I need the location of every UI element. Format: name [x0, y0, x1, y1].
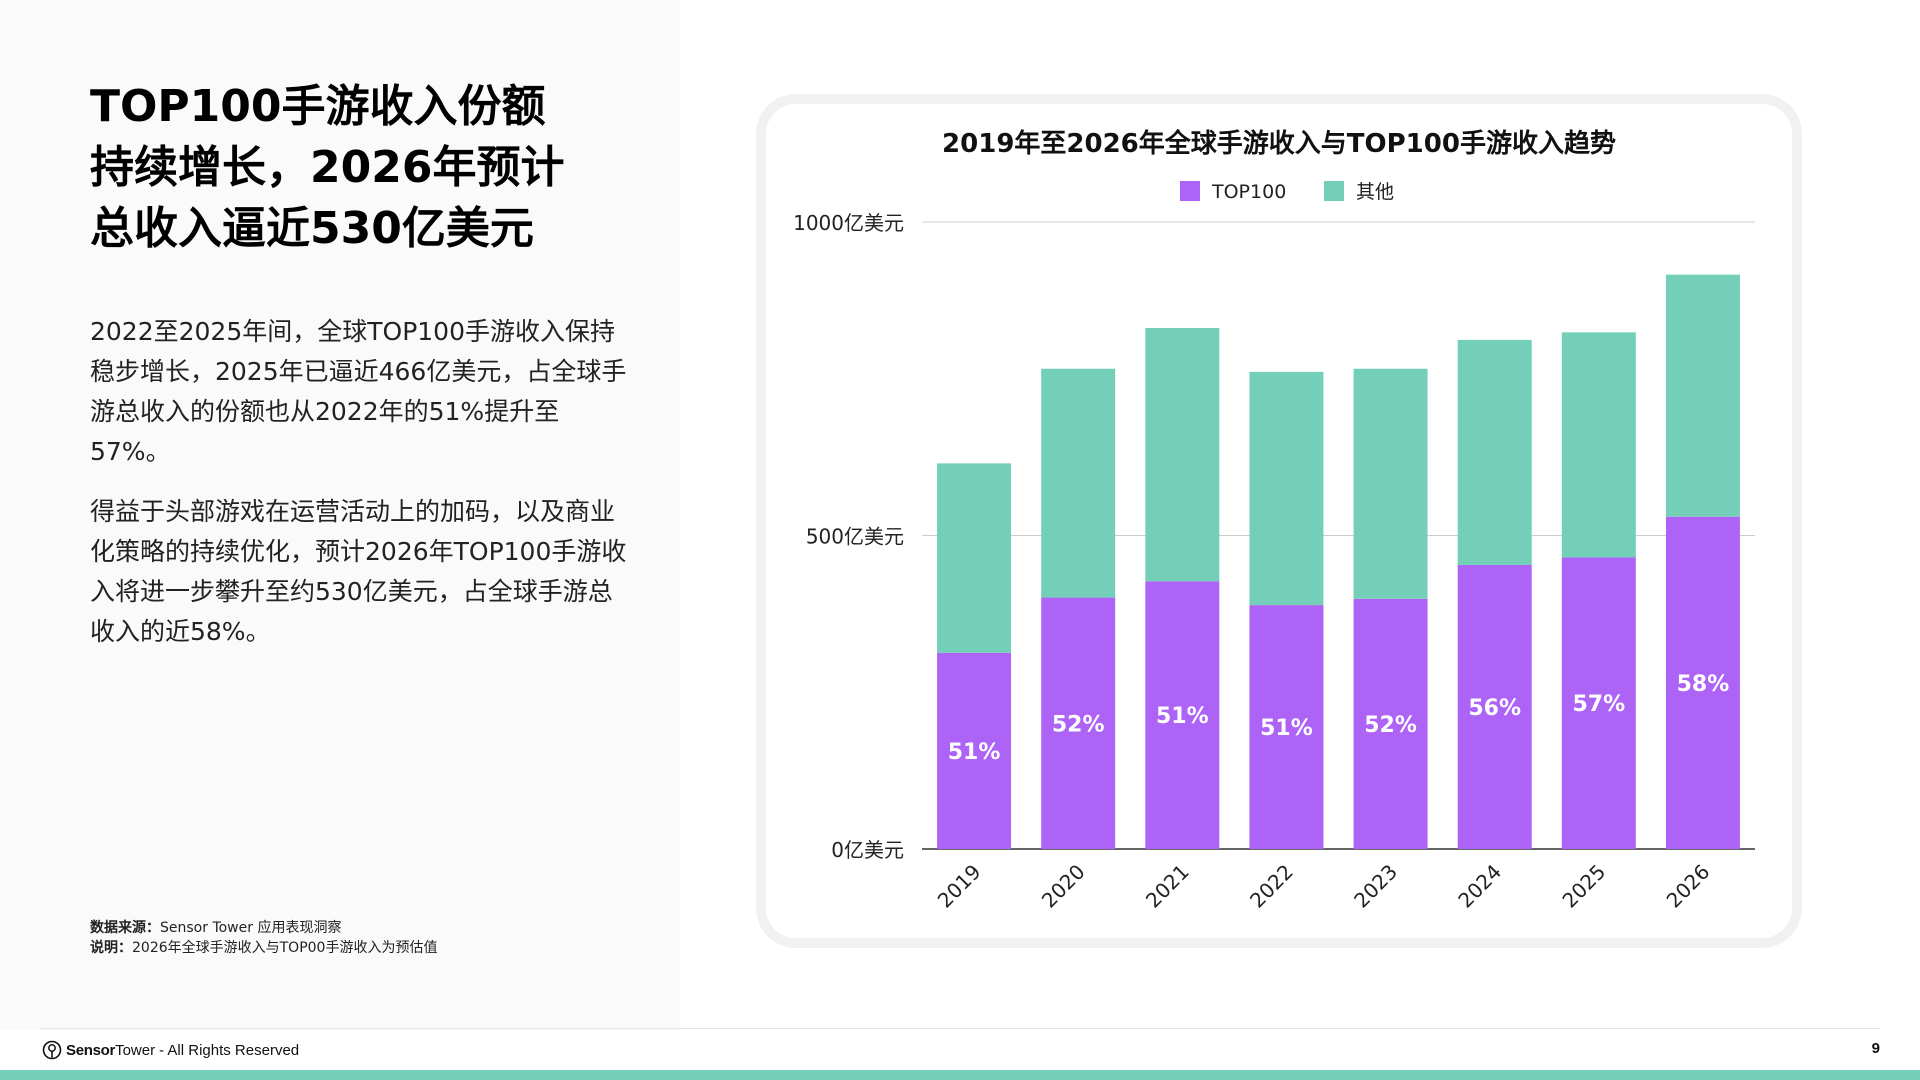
explanation-note: 说明：2026年全球手游收入与TOP00手游收入为预估值: [90, 938, 437, 958]
data-label: 51%: [1156, 704, 1209, 729]
x-tick-label: 2025: [1557, 860, 1610, 913]
footer-brand: Sensor Tower - All Rights Reserved: [42, 1038, 299, 1062]
bar-other: [1145, 327, 1220, 582]
y-tick-label: 1000亿美元: [793, 211, 904, 235]
bar-other: [1249, 371, 1324, 606]
bar-top100: [1561, 557, 1636, 849]
bar-top100: [1041, 597, 1116, 849]
source-label: 数据来源：: [90, 920, 160, 936]
legend-swatch: [1324, 181, 1344, 201]
x-tick-label: 2020: [1037, 860, 1090, 913]
y-tick-label: 0亿美元: [831, 838, 904, 862]
page-number: 9: [1871, 1040, 1880, 1057]
bar-top100: [1665, 516, 1740, 849]
source-text: Sensor Tower 应用表现洞察: [160, 920, 342, 936]
bar-top100: [1353, 598, 1428, 849]
headline-line: 总收入逼近530亿美元: [90, 203, 534, 254]
data-label: 56%: [1468, 696, 1521, 721]
bar-other: [1561, 332, 1636, 558]
footer-divider: [40, 1028, 1880, 1029]
x-tick-label: 2021: [1141, 860, 1194, 913]
brand-name-a: Sensor: [66, 1041, 116, 1059]
outlook-paragraph: 得益于头部游戏在运营活动上的加码，以及商业化策略的持续优化，预计2026年TOP…: [90, 497, 627, 646]
x-tick-label: 2023: [1349, 860, 1402, 913]
data-label: 57%: [1572, 692, 1625, 717]
headline-line: TOP100手游收入份额: [90, 81, 546, 132]
bar-top100: [937, 652, 1012, 849]
bar-other: [937, 463, 1012, 653]
source-note: 数据来源：Sensor Tower 应用表现洞察: [90, 918, 437, 938]
summary-paragraph: 2022至2025年间，全球TOP100手游收入保持稳步增长，2025年已逼近4…: [90, 317, 627, 466]
data-label: 51%: [948, 740, 1001, 765]
data-label: 52%: [1364, 713, 1417, 738]
bar-other: [1665, 274, 1740, 517]
x-tick-label: 2019: [933, 860, 986, 913]
left-panel: TOP100手游收入份额 持续增长，2026年预计 总收入逼近530亿美元 20…: [0, 0, 680, 1030]
data-label: 51%: [1260, 716, 1313, 741]
note-text: 2026年全球手游收入与TOP00手游收入为预估值: [132, 940, 438, 956]
sensor-tower-logo-icon: [42, 1040, 62, 1060]
y-tick-label: 500亿美元: [806, 525, 904, 549]
bar-other: [1457, 339, 1532, 565]
legend-swatch: [1180, 181, 1200, 201]
headline-line: 持续增长，2026年预计: [90, 142, 565, 193]
data-label: 52%: [1052, 712, 1105, 737]
chart-card: 2019年至2026年全球手游收入与TOP100手游收入趋势 TOP100 其他 0亿…: [756, 94, 1802, 948]
revenue-chart: 2019年至2026年全球手游收入与TOP100手游收入趋势 TOP100 其他 0亿…: [793, 128, 1755, 913]
x-tick-label: 2022: [1245, 860, 1298, 913]
rights-text: - All Rights Reserved: [159, 1041, 300, 1059]
bar-other: [1041, 368, 1116, 598]
bar-top100: [1145, 581, 1220, 849]
page-headline: TOP100手游收入份额 持续增长，2026年预计 总收入逼近530亿美元: [90, 76, 630, 259]
note-label: 说明：: [90, 940, 132, 956]
footnotes: 数据来源：Sensor Tower 应用表现洞察 说明：2026年全球手游收入与…: [90, 918, 437, 958]
bar-top100: [1457, 564, 1532, 849]
data-label: 58%: [1677, 672, 1730, 697]
legend-label: 其他: [1356, 181, 1394, 203]
x-tick-label: 2026: [1662, 860, 1715, 913]
legend-label: TOP100: [1211, 181, 1286, 203]
bottom-accent-bar: [0, 1070, 1920, 1080]
chart-title: 2019年至2026年全球手游收入与TOP100手游收入趋势: [942, 128, 1616, 159]
x-tick-label: 2024: [1453, 860, 1506, 913]
bar-top100: [1249, 605, 1324, 849]
brand-name-b: Tower: [115, 1041, 156, 1059]
bar-other: [1353, 368, 1428, 599]
